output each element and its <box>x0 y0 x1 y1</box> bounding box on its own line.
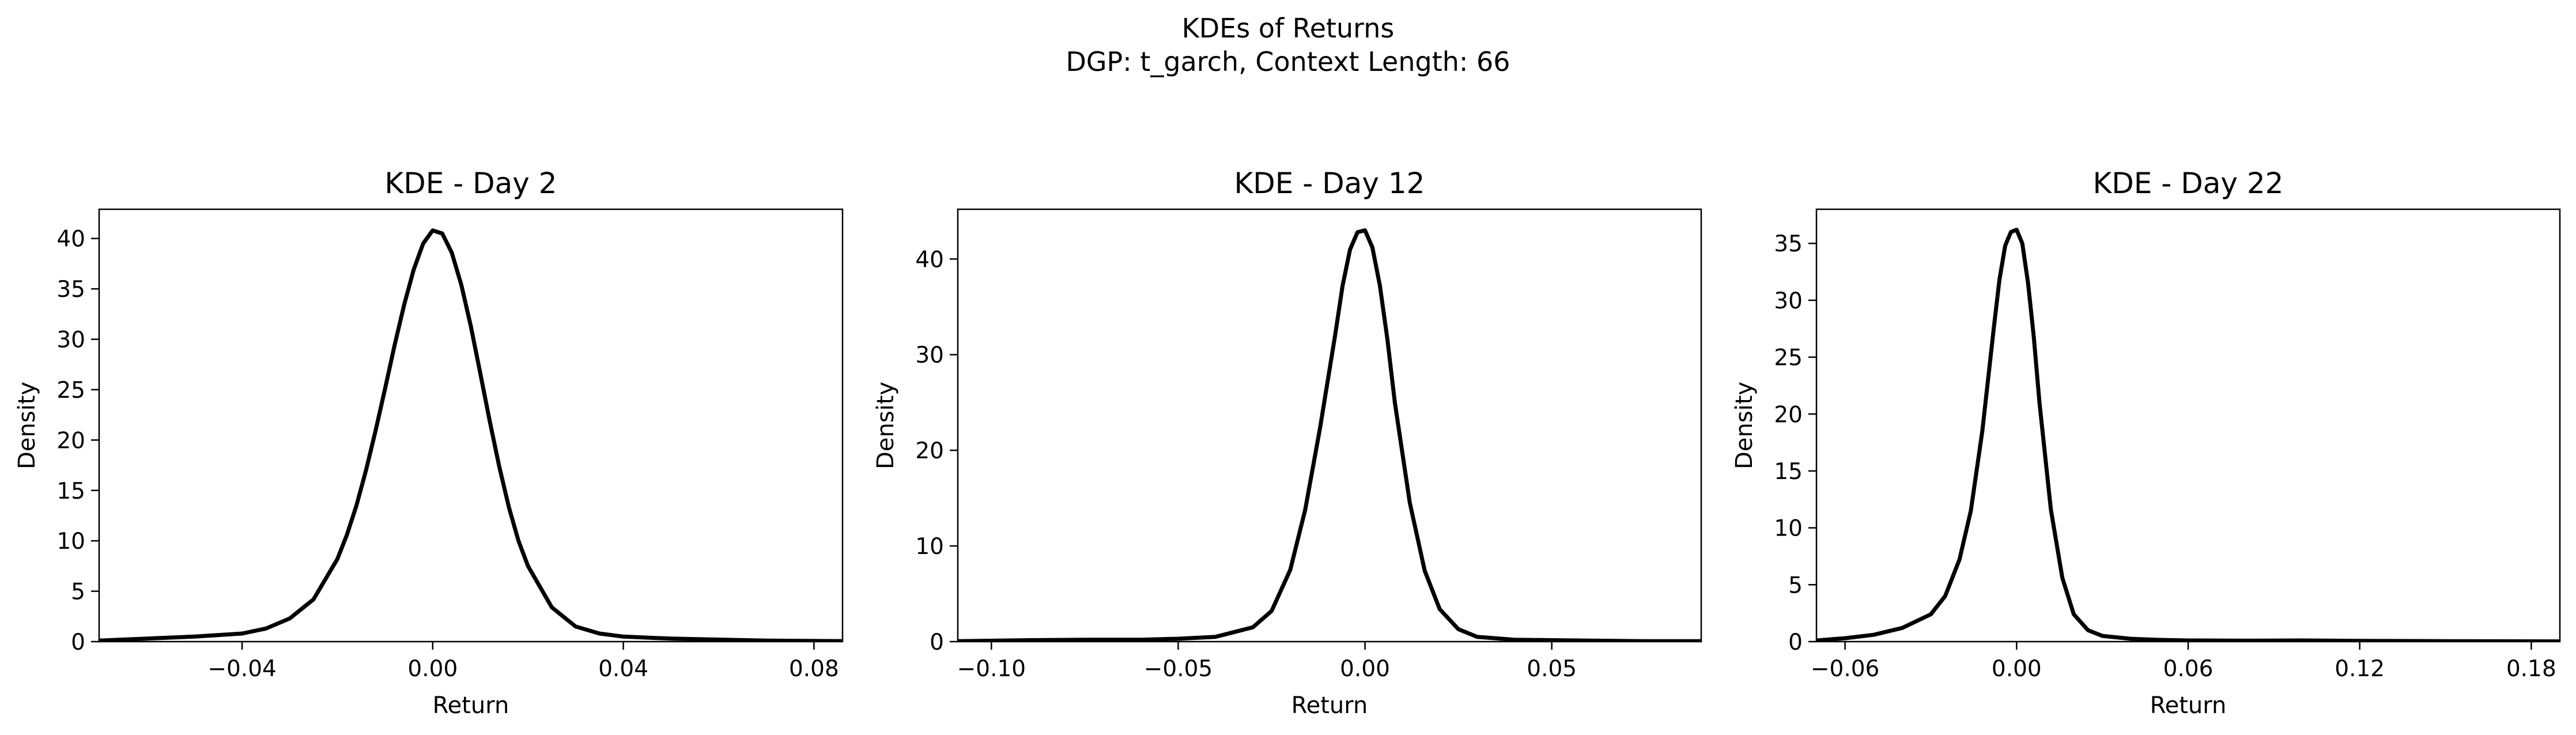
y-tick-label: 5 <box>1788 572 1803 598</box>
x-axis-label: Return <box>433 692 509 719</box>
kde-curve <box>99 228 843 642</box>
y-tick-label: 30 <box>56 327 85 353</box>
x-tick-label: 0.00 <box>407 656 458 682</box>
y-tick-label: 0 <box>71 630 85 655</box>
y-axis-label: Density <box>872 382 899 469</box>
y-tick-label: 40 <box>56 227 85 252</box>
y-tick-label: 25 <box>1774 345 1803 371</box>
kde-panel-day-22: KDE - Day 22 Return Density −0.06 0.00 0.0… <box>1731 167 2561 719</box>
panel-title: KDE - Day 12 <box>1234 167 1425 200</box>
y-tick-label: 15 <box>56 478 85 504</box>
y-tick-label: 35 <box>1774 231 1803 257</box>
x-axis-label: Return <box>2150 692 2227 719</box>
figure-title-line1: KDEs of Returns <box>1182 13 1395 44</box>
y-tick-label: 10 <box>915 534 944 560</box>
kde-curve <box>958 228 1701 642</box>
x-axis-label: Return <box>1291 692 1368 719</box>
y-tick-label: 10 <box>1774 516 1803 542</box>
y-tick-label: 0 <box>1788 630 1803 655</box>
x-tick-label: 0.06 <box>2163 656 2214 682</box>
axes-frame <box>957 208 1702 643</box>
y-tick-label: 30 <box>1774 288 1803 314</box>
panel-title: KDE - Day 22 <box>2093 167 2284 200</box>
y-tick-label: 10 <box>56 529 85 555</box>
kde-panel-day-12: KDE - Day 12 Return Density −0.10 −0.05 0.… <box>872 167 1702 719</box>
x-tick-label: 0.00 <box>1340 656 1390 682</box>
y-tick-label: 20 <box>915 438 944 464</box>
x-tick-label: 0.12 <box>2335 656 2385 682</box>
kde-panel-day-2: KDE - Day 2 Return Density −0.04 0.00 0.04… <box>14 167 844 719</box>
x-tick-label: −0.05 <box>1144 656 1213 682</box>
y-tick-label: 20 <box>56 428 85 454</box>
y-tick-label: 35 <box>56 277 85 303</box>
panel-title: KDE - Day 2 <box>384 167 557 200</box>
y-tick-label: 25 <box>56 378 85 404</box>
x-tick-label: 0.08 <box>789 656 839 682</box>
x-tick-label: 0.18 <box>2506 656 2556 682</box>
y-axis-label: Density <box>14 382 40 469</box>
y-axis-label: Density <box>1731 382 1758 469</box>
y-tick-label: 5 <box>71 579 85 605</box>
x-tick-label: −0.04 <box>207 656 277 682</box>
figure-title-line2: DGP: t_garch, Context Length: 66 <box>1066 46 1510 77</box>
y-tick-label: 0 <box>930 630 944 655</box>
kde-curve <box>1816 228 2560 642</box>
x-tick-label: −0.10 <box>957 656 1026 682</box>
y-tick-label: 15 <box>1774 459 1803 485</box>
x-tick-label: 0.05 <box>1527 656 1577 682</box>
x-tick-label: −0.06 <box>1811 656 1880 682</box>
y-tick-label: 30 <box>915 342 944 368</box>
y-tick-label: 40 <box>915 247 944 273</box>
axes-frame <box>98 208 844 643</box>
x-tick-label: 0.00 <box>1992 656 2042 682</box>
x-tick-label: 0.04 <box>598 656 648 682</box>
y-tick-label: 20 <box>1774 402 1803 428</box>
